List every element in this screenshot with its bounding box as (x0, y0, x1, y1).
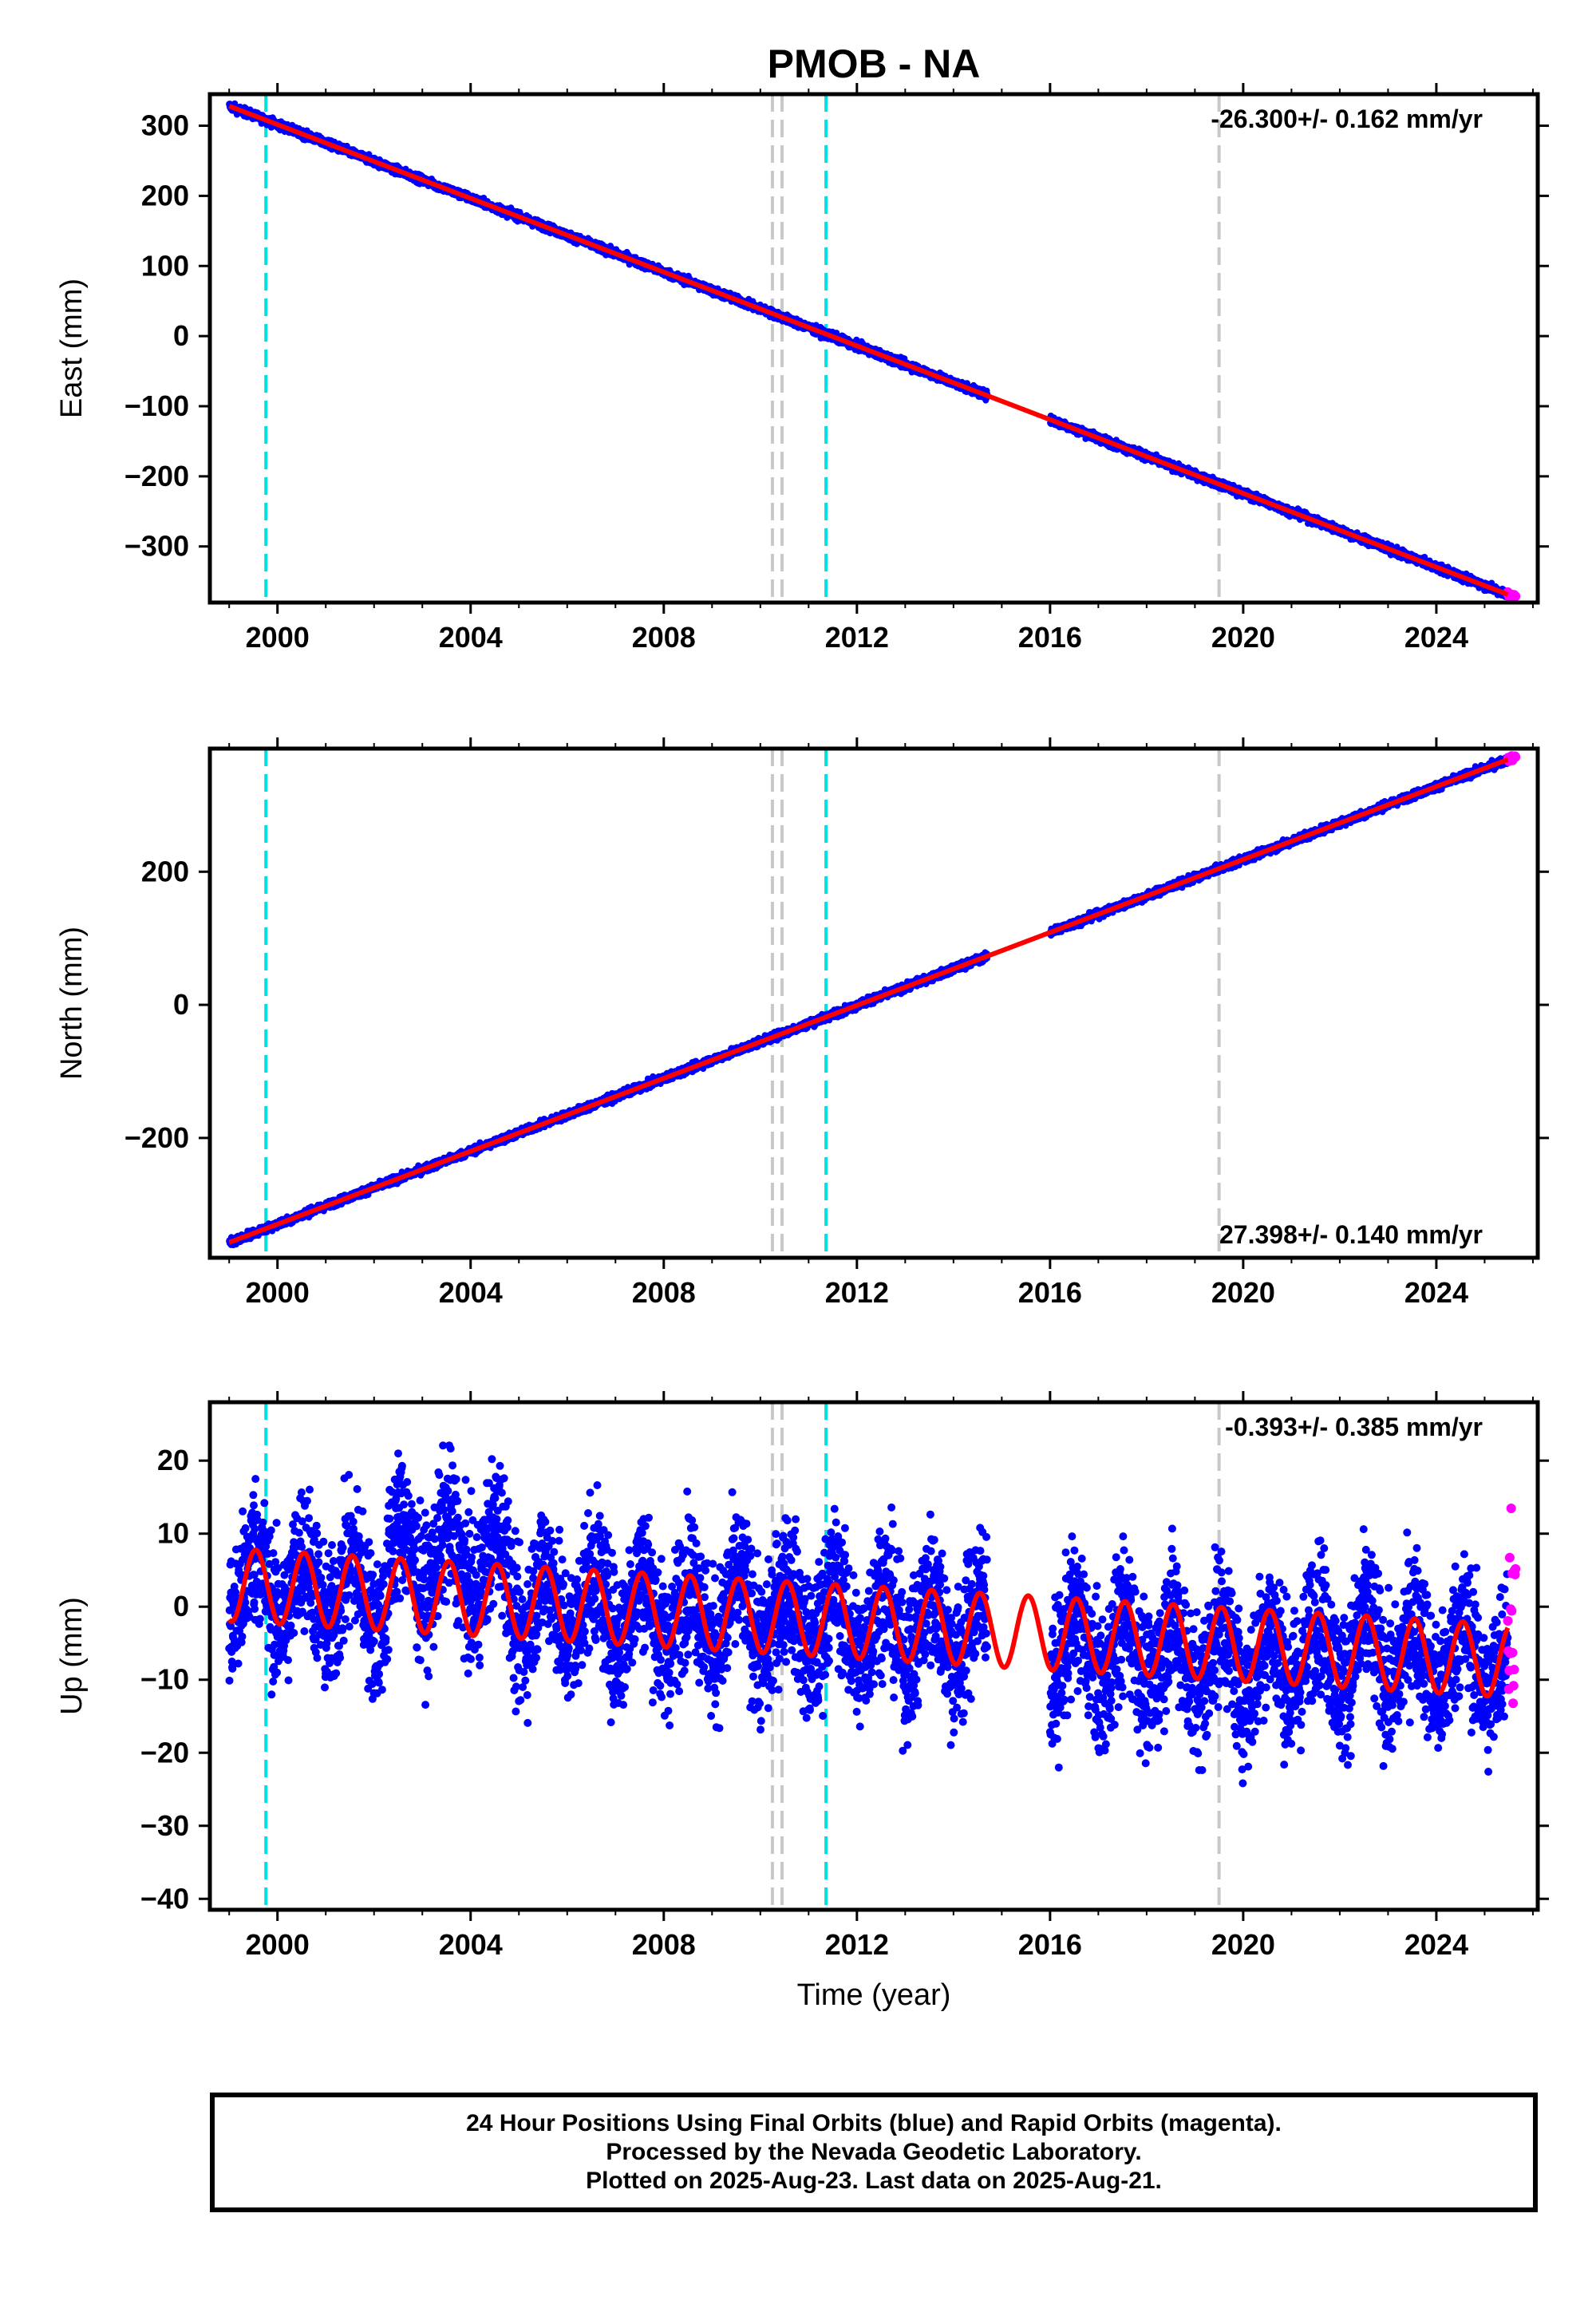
chart-title: PMOB - NA (768, 41, 981, 86)
east-panel: 2000 2004 2008 2012 2016 2020 20243002001000−1… (55, 83, 1549, 654)
plot-area (226, 94, 1521, 603)
